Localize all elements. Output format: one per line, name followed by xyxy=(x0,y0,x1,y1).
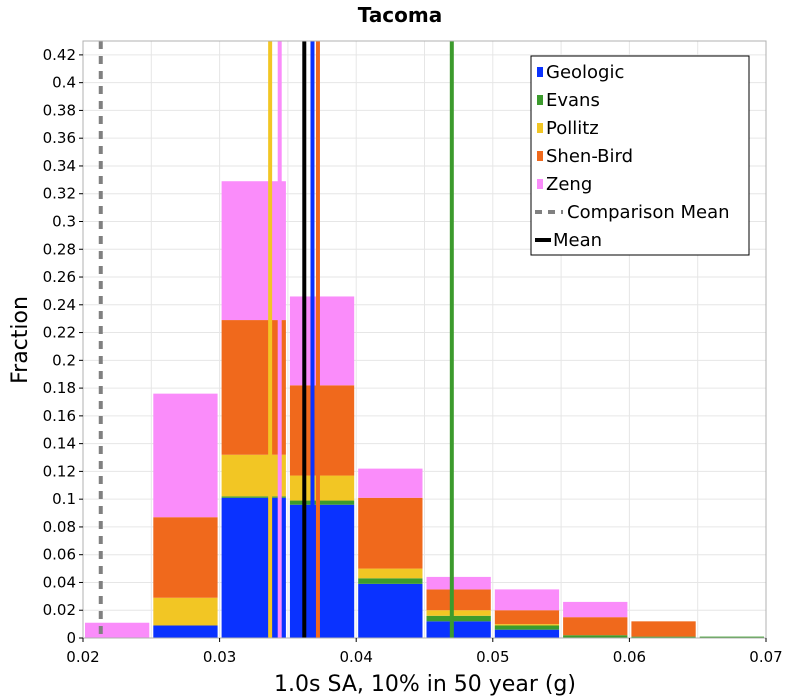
legend-label: Zeng xyxy=(546,174,592,195)
bar-segment-pollitz xyxy=(221,454,286,497)
legend-label: Mean xyxy=(553,230,602,251)
legend-swatch xyxy=(537,151,543,161)
y-tick-label: 0.22 xyxy=(43,324,76,342)
legend-label: Pollitz xyxy=(546,118,599,139)
legend: Geologic Evans Pollitz Shen-Bird Zeng Compari… xyxy=(530,55,750,256)
bar-segment-evans xyxy=(563,635,628,638)
bar-segment-pollitz xyxy=(426,610,491,616)
bar-segment-pollitz xyxy=(494,624,560,626)
x-axis-title: 1.0s SA, 10% in 50 year (g) xyxy=(274,672,576,697)
bar-segment-geologic xyxy=(153,625,218,638)
bar-segment-shen-bird xyxy=(494,610,560,625)
bar-segment-evans xyxy=(289,500,355,505)
y-tick-label: 0.18 xyxy=(43,379,76,397)
legend-swatch xyxy=(537,179,543,189)
y-axis-title: Fraction xyxy=(8,296,33,384)
bar-segment-shen-bird xyxy=(358,497,423,569)
bar-segment-evans xyxy=(631,636,696,638)
bar-segment-geologic xyxy=(221,497,286,638)
bar-segment-shen-bird xyxy=(289,385,355,476)
bar-segment-evans xyxy=(358,578,423,584)
bar-segment-evans xyxy=(699,636,764,638)
bar-segment-zeng xyxy=(426,576,491,590)
x-tick-label: 0.03 xyxy=(203,648,236,666)
bar-segment-shen-bird xyxy=(631,621,696,637)
y-tick-label: 0.02 xyxy=(43,601,76,619)
bar-segment-pollitz xyxy=(153,597,218,626)
plot-frame xyxy=(82,40,767,639)
bar-segment-shen-bird xyxy=(221,320,286,455)
legend-label: Geologic xyxy=(546,62,624,83)
y-tick-label: 0.26 xyxy=(43,268,76,286)
x-tick-label: 0.07 xyxy=(749,648,782,666)
bar-segment-evans xyxy=(221,496,286,498)
y-tick-label: 0.06 xyxy=(43,546,76,564)
bar-segment-zeng xyxy=(358,468,423,498)
bar-segment-shen-bird xyxy=(563,617,628,636)
y-tick-label: 0.38 xyxy=(43,101,76,119)
y-tick-label: 0.2 xyxy=(52,351,76,369)
y-tick-label: 0.3 xyxy=(52,212,76,230)
legend-label: Evans xyxy=(546,90,600,111)
bar-segment-pollitz xyxy=(289,475,355,501)
mean-lines xyxy=(98,41,454,638)
y-tick-label: 0.12 xyxy=(43,462,76,480)
legend-swatch xyxy=(537,123,543,133)
x-tick-label: 0.05 xyxy=(476,648,509,666)
legend-box xyxy=(530,55,750,256)
bar-segment-geologic xyxy=(289,504,355,638)
bar-segment-evans xyxy=(494,625,560,630)
y-tick-label: 0 xyxy=(66,629,76,647)
legend-swatch xyxy=(537,95,543,105)
legend-label: Comparison Mean xyxy=(567,202,730,223)
bar-segment-zeng xyxy=(221,181,286,321)
bar-segment-geologic xyxy=(494,629,560,638)
bar-segment-zeng xyxy=(153,393,218,518)
bar-segment-zeng xyxy=(563,601,628,618)
y-tick-label: 0.36 xyxy=(43,129,76,147)
bar-segment-geologic xyxy=(426,621,491,638)
y-tick-label: 0.4 xyxy=(52,74,76,92)
legend-swatch xyxy=(537,67,543,77)
y-tick-label: 0.16 xyxy=(43,407,76,425)
y-tick-label: 0.24 xyxy=(43,296,76,314)
bar-segment-shen-bird xyxy=(426,589,491,611)
x-tick-label: 0.06 xyxy=(613,648,646,666)
y-axis-ticks: 0 0.02 0.04 0.06 0.08 0.1 0.12 0.14 0.16 0.18 0.2 0… xyxy=(43,46,83,647)
bar-segment-zeng xyxy=(289,296,355,386)
y-tick-label: 0.32 xyxy=(43,185,76,203)
x-tick-label: 0.02 xyxy=(66,648,99,666)
x-axis-ticks: 0.02 0.03 0.04 0.05 0.06 0.07 xyxy=(66,638,783,666)
y-tick-label: 0.28 xyxy=(43,240,76,258)
bar-segment-zeng xyxy=(85,622,150,638)
y-tick-label: 0.08 xyxy=(43,518,76,536)
y-tick-label: 0.1 xyxy=(52,490,76,508)
bar-segment-pollitz xyxy=(358,568,423,579)
chart-title: Tacoma xyxy=(358,3,443,27)
x-tick-label: 0.04 xyxy=(339,648,372,666)
bar-stacks xyxy=(85,181,764,638)
bar-segment-evans xyxy=(426,615,491,622)
y-tick-label: 0.14 xyxy=(43,435,76,453)
bar-segment-shen-bird xyxy=(153,517,218,598)
y-tick-label: 0.04 xyxy=(43,573,76,591)
y-tick-label: 0.42 xyxy=(43,46,76,64)
y-tick-label: 0.34 xyxy=(43,157,76,175)
bar-segment-zeng xyxy=(494,589,560,611)
bar-segment-geologic xyxy=(358,583,423,638)
legend-label: Shen-Bird xyxy=(546,146,633,167)
